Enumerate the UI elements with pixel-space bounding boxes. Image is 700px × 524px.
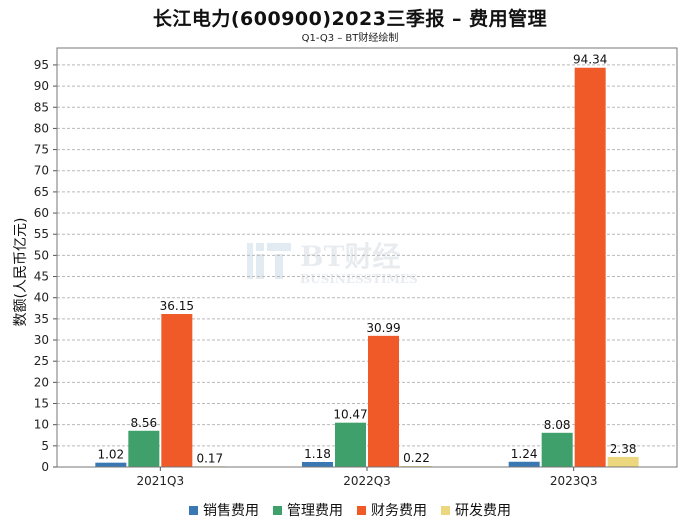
y-tick-label: 10	[34, 418, 49, 432]
y-tick-label: 75	[34, 143, 49, 157]
data-label: 0.17	[196, 451, 223, 465]
y-tick-label: 55	[34, 227, 49, 241]
y-tick-label: 65	[34, 185, 49, 199]
bar-2023Q3-研发费用	[607, 456, 639, 467]
data-label: 30.99	[366, 321, 400, 335]
y-tick-label: 45	[34, 270, 49, 284]
y-tick-label: 40	[34, 291, 49, 305]
legend-swatch	[189, 505, 198, 515]
legend-swatch	[441, 505, 450, 515]
legend-item: 财务费用	[357, 500, 427, 520]
x-tick-label: 2023Q3	[550, 474, 598, 488]
bar-2021Q3-管理费用	[128, 430, 160, 467]
data-label: 1.02	[97, 448, 124, 462]
y-tick-label: 5	[41, 439, 49, 453]
y-tick-label: 25	[34, 354, 49, 368]
x-tick-label: 2021Q3	[137, 474, 185, 488]
legend-item: 研发费用	[441, 500, 511, 520]
bar-2021Q3-销售费用	[95, 462, 127, 467]
y-axis-label: 数额(人民币亿元)	[13, 218, 29, 327]
y-tick-label: 0	[41, 460, 49, 474]
bar-2023Q3-财务费用	[574, 67, 606, 467]
data-label: 8.08	[544, 418, 571, 432]
chart-legend: 销售费用 管理费用 财务费用 研发费用	[0, 500, 700, 520]
y-tick-label: 50	[34, 248, 49, 262]
y-tick-label: 35	[34, 312, 49, 326]
bar-2023Q3-管理费用	[541, 432, 573, 467]
y-tick-label: 20	[34, 375, 49, 389]
legend-item: 销售费用	[189, 500, 259, 520]
chart-subtitle: Q1-Q3 – BT财经绘制	[301, 33, 399, 44]
y-tick-label: 85	[34, 100, 49, 114]
y-tick-label: 15	[34, 397, 49, 411]
data-label: 8.56	[130, 416, 157, 430]
legend-label: 财务费用	[371, 503, 427, 519]
y-gridlines	[57, 64, 677, 447]
bar-2021Q3-财务费用	[161, 314, 193, 467]
legend-label: 管理费用	[287, 503, 343, 519]
legend-swatch	[273, 505, 282, 515]
chart-title: 长江电力(600900)2023三季报 – 费用管理	[152, 8, 548, 30]
bar-2022Q3-财务费用	[368, 335, 399, 467]
bar-2022Q3-销售费用	[302, 462, 333, 467]
data-label: 36.15	[160, 299, 194, 313]
y-tick-label: 70	[34, 164, 49, 178]
legend-label: 销售费用	[203, 503, 259, 519]
y-tick-label: 95	[34, 58, 49, 72]
watermark-main-text: BT财经	[300, 240, 401, 273]
x-tick-label: 2022Q3	[343, 474, 391, 488]
legend-item: 管理费用	[273, 500, 343, 520]
bt-watermark-logo: BT财经 BUSINESSTIMES	[247, 240, 418, 286]
bar-2023Q3-销售费用	[508, 461, 540, 467]
bar-marks	[95, 67, 639, 467]
y-tick-label: 30	[34, 333, 49, 347]
data-label: 1.24	[511, 447, 538, 461]
y-tick-label: 90	[34, 79, 49, 93]
watermark-sub-text: BUSINESSTIMES	[300, 272, 418, 286]
data-label: 10.47	[333, 408, 367, 422]
data-label: 2.38	[610, 442, 637, 456]
data-labels: 1.02 8.56 36.15 0.17 1.18 10.47 30.99 0.22 1.24 8…	[97, 53, 636, 466]
data-label: 1.18	[304, 447, 331, 461]
bar-2022Q3-管理费用	[335, 422, 366, 467]
legend-swatch	[357, 505, 366, 515]
data-label: 94.34	[573, 53, 607, 67]
legend-label: 研发费用	[455, 503, 511, 519]
data-label: 0.22	[403, 451, 430, 465]
y-tick-label: 80	[34, 121, 49, 135]
y-tick-label: 60	[34, 206, 49, 220]
axes: 0 5 10 15 20 25 30 35 40 45 50 55 60 65 70 75 80 85 90 95 20…	[34, 47, 678, 488]
